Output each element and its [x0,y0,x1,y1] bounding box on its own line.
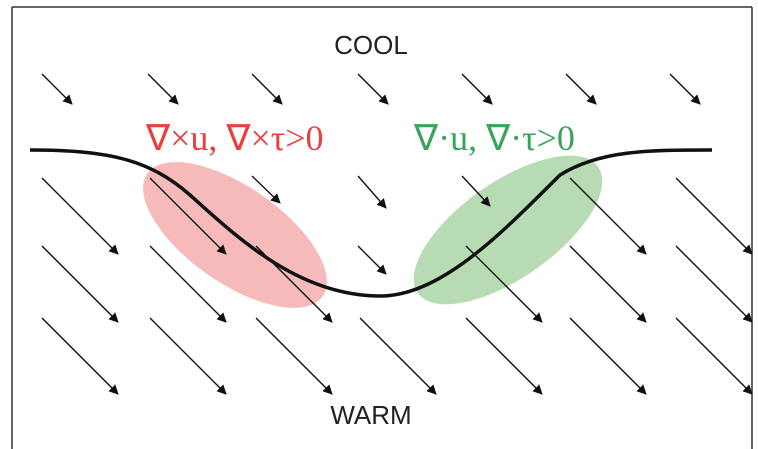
wind-arrow [465,245,543,323]
wind-arrow [461,175,491,207]
wind-arrow [149,317,227,395]
wind-arrow [569,317,647,395]
wind-arrow [357,245,387,275]
divergence-region [413,155,603,305]
wind-arrow [569,177,647,255]
wind-arrow [359,317,437,395]
wind-arrow [675,317,753,395]
wind-arrow [565,73,597,105]
wind-arrow [255,317,333,395]
divergence-label: ∇·u, ∇·τ>0 [413,118,575,158]
wind-arrow [669,73,701,105]
warm-label: WARM [330,400,411,430]
cool-label: COOL [334,30,408,60]
sst-front-line [29,148,713,298]
wind-arrow [357,175,387,209]
wind-arrow [357,73,389,105]
wind-arrow [675,245,753,323]
wind-arrow [465,317,543,395]
wind-arrow [251,73,283,105]
wind-arrow [149,245,227,323]
wind-arrow [41,245,119,323]
wind-arrow [251,175,281,204]
wind-arrows [41,73,753,395]
wind-arrow [41,317,119,395]
wind-arrow [41,73,73,105]
wind-arrow [149,177,227,255]
wind-arrow [41,177,119,255]
curl-label: ∇×u, ∇×τ>0 [145,118,324,158]
wind-arrow [569,245,647,323]
wind-arrow [461,73,493,105]
wind-arrow [147,73,179,105]
wind-arrow [675,177,753,255]
